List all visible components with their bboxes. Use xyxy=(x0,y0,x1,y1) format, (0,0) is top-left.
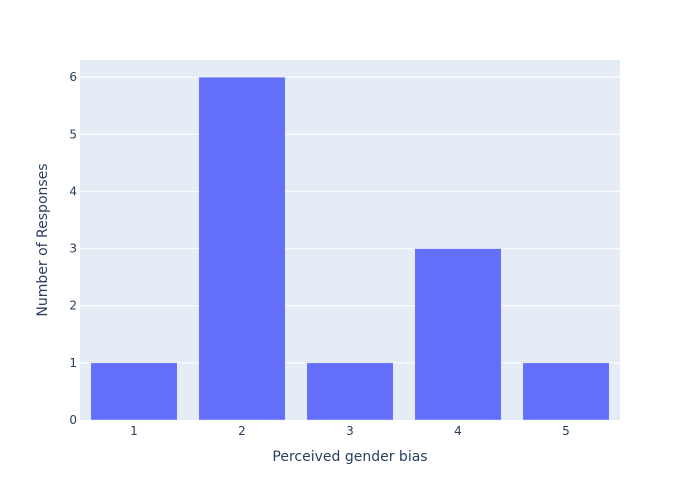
bar-3[interactable] xyxy=(306,362,394,421)
x-tick-label: 3 xyxy=(346,424,354,438)
y-tick-label: 5 xyxy=(69,127,77,141)
y-tick-label: 1 xyxy=(69,356,77,370)
bar-4[interactable] xyxy=(414,248,502,421)
x-axis-title: Perceived gender bias xyxy=(272,449,427,465)
x-tick-label: 1 xyxy=(130,424,138,438)
y-tick-label: 2 xyxy=(69,299,77,313)
y-tick-label: 3 xyxy=(69,242,77,256)
x-tick-label: 2 xyxy=(238,424,246,438)
x-tick-label: 4 xyxy=(454,424,462,438)
y-tick-label: 4 xyxy=(69,184,77,198)
bar-1[interactable] xyxy=(90,362,178,421)
plot-background xyxy=(80,60,620,420)
bar-2[interactable] xyxy=(198,76,286,421)
x-tick-labels: 1 2 3 4 5 xyxy=(130,424,570,438)
x-tick-label: 5 xyxy=(562,424,570,438)
bars xyxy=(90,76,610,421)
y-tick-label: 6 xyxy=(69,70,77,84)
y-tick-label: 0 xyxy=(69,413,77,427)
bar-5[interactable] xyxy=(522,362,610,421)
y-axis-title: Number of Responses xyxy=(35,163,51,316)
y-tick-labels: 0 1 2 3 4 5 6 xyxy=(69,70,77,427)
